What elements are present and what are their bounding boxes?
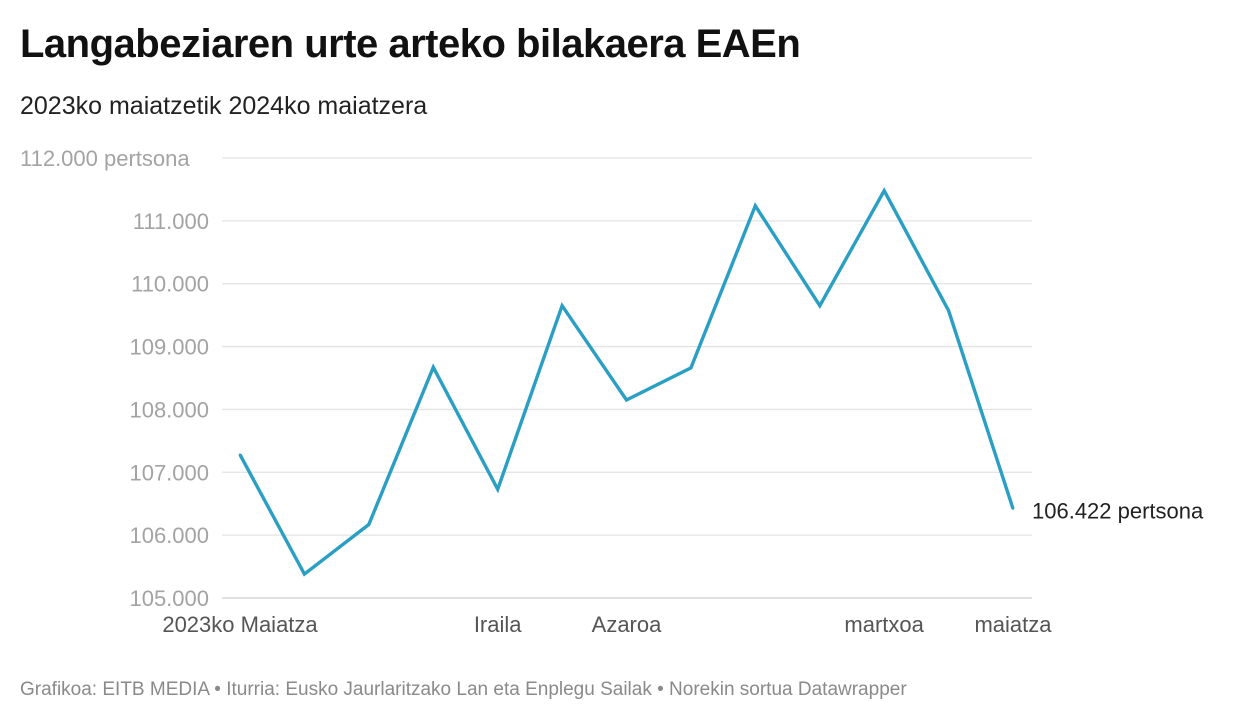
x-tick-label: martxoa bbox=[844, 612, 924, 637]
data-point bbox=[625, 398, 628, 402]
chart-subtitle: 2023ko maiatzetik 2024ko maiatzera bbox=[20, 92, 428, 120]
y-tick-label: 108.000 bbox=[129, 397, 209, 422]
x-tick-label: maiatza bbox=[974, 612, 1052, 637]
x-tick-label: Iraila bbox=[474, 612, 522, 637]
data-point bbox=[367, 523, 371, 526]
y-tick-label: 107.000 bbox=[129, 460, 209, 485]
series-group bbox=[238, 187, 1015, 577]
end-value-label: 106.422 pertsona bbox=[1032, 499, 1204, 524]
y-tick-label: 106.000 bbox=[129, 523, 209, 548]
y-axis-ticks: 105.000 106.000 107.000 108.000 109.000 110.0… bbox=[20, 146, 209, 611]
data-point bbox=[303, 572, 306, 576]
chart-footer: Grafikoa: EITB MEDIA • Iturria: Eusko Ja… bbox=[20, 679, 907, 700]
data-point bbox=[238, 453, 242, 456]
y-tick-label: 112.000 pertsona bbox=[20, 146, 190, 171]
data-point bbox=[560, 304, 564, 307]
x-tick-label: Azaroa bbox=[592, 612, 662, 637]
data-point bbox=[432, 366, 435, 369]
data-point bbox=[818, 304, 821, 307]
x-tick-label: 2023ko Maiatza bbox=[162, 612, 318, 637]
line-chart: 105.000 106.000 107.000 108.000 109.000 110.0… bbox=[20, 146, 1204, 637]
series-line bbox=[238, 187, 1015, 577]
data-point bbox=[754, 204, 757, 207]
data-labels: 106.422 pertsona bbox=[1032, 499, 1204, 524]
data-point bbox=[689, 366, 693, 370]
y-tick-label: 110.000 bbox=[131, 272, 209, 297]
x-axis-ticks: 2023ko Maiatza Iraila Azaroa martxoa maiatza bbox=[162, 612, 1052, 637]
y-tick-label: 109.000 bbox=[129, 335, 209, 360]
chart-title: Langabeziaren urte arteko bilakaera EAEn bbox=[20, 22, 801, 66]
data-point bbox=[1011, 507, 1015, 510]
data-point bbox=[496, 488, 499, 491]
y-tick-label: 111.000 bbox=[133, 209, 209, 234]
gridlines bbox=[222, 157, 1032, 599]
y-tick-label: 105.000 bbox=[129, 586, 209, 611]
data-point bbox=[882, 189, 886, 192]
data-point bbox=[947, 309, 950, 312]
